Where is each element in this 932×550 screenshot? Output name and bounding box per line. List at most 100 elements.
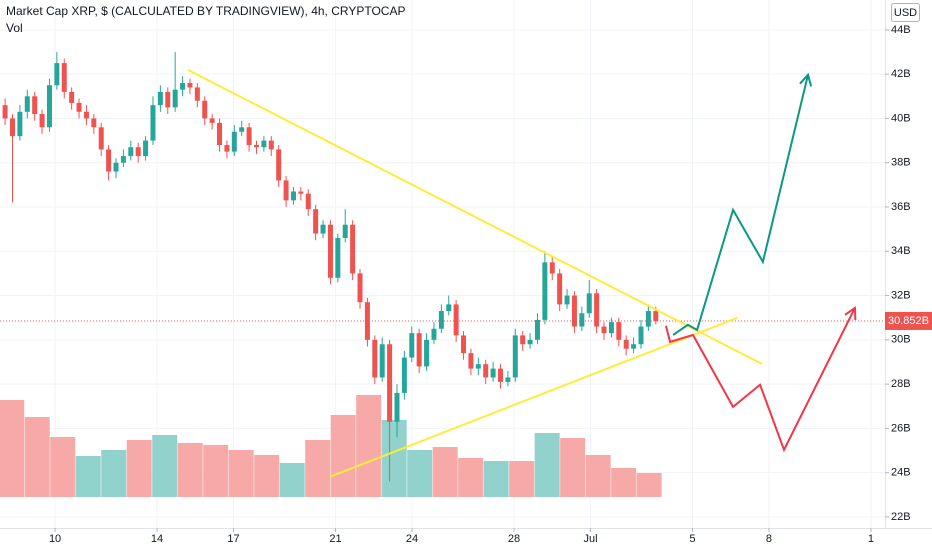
volume-label: Vol [6,21,23,35]
volume-bar [228,450,254,497]
candle-body [327,224,333,278]
currency-button[interactable] [891,3,920,22]
y-tick-label: 38B [891,157,911,169]
volume-bar [509,461,535,497]
candle-body [17,111,23,137]
candle-body [261,140,267,148]
path-arrow [665,307,856,453]
x-tick-label: 8 [766,533,772,545]
candle-body [431,328,437,340]
candle-body [298,191,304,194]
path-arrow [672,74,809,336]
candle-body [461,335,467,354]
candle-body [106,149,112,172]
candle-body [571,295,577,327]
candle-body [276,149,282,181]
candle-body [505,377,511,382]
volume-bar [585,455,611,497]
candle-body [594,293,600,327]
x-tick-label: 5 [689,533,695,545]
volume-bar [458,458,484,497]
volume-bar [330,415,356,497]
candle-body [498,368,504,382]
volume-bar [152,435,178,497]
y-tick-label: 42B [891,68,911,80]
volume-bar [0,400,25,497]
candle-body [313,209,319,234]
volume-bar [381,420,407,497]
candle-body [653,311,659,322]
last-price-box [885,311,932,330]
candle-body [98,127,104,150]
axes: 22B 24B 26B 28B 30B 32B 34B 36B 38B 40B 42B 44B 10 14… [49,24,932,545]
last-price-label: 30.852B [888,315,929,327]
candle-body [9,118,15,137]
candle-body [549,262,555,274]
candle-body [534,319,540,340]
x-tick-label: 21 [329,533,341,545]
volume-bar [534,433,560,497]
candle-body [601,326,607,334]
candle-body [357,273,363,303]
candle-body [623,339,629,349]
candle-body [645,311,651,327]
y-tick-label: 40B [891,112,911,124]
candle-body [557,273,563,305]
candle-body [638,326,644,345]
candle-body [394,392,400,422]
volume-bar [611,468,637,497]
candle-body [527,339,533,345]
volume-bar [50,437,76,497]
drawings [0,69,885,478]
candle-body [91,118,97,128]
candles [2,52,659,482]
candle-body [172,89,178,108]
candle-body [283,180,289,201]
candle-body [290,191,296,201]
candle-body [76,102,82,112]
currency-label[interactable]: USD [894,7,917,19]
candle-body [468,353,474,369]
candle-body [239,127,245,132]
volume-bar [305,440,331,497]
candle-body [542,262,548,320]
candle-body [46,85,52,128]
x-tick-label: Jul [583,533,597,545]
candle-body [446,304,452,312]
candle-body [335,237,341,278]
volume-bar [75,456,101,497]
candle-body [364,302,370,340]
candle-body [32,96,38,115]
candle-body [253,145,259,148]
candle-body [438,311,444,329]
candle-body [350,224,356,274]
volume-bar [636,473,662,497]
candle-body [113,162,119,172]
candle-body [194,87,200,101]
y-tick-label: 22B [891,511,911,523]
y-tick-label: 32B [891,289,911,301]
candle-body [512,335,518,378]
candle-body [217,122,223,146]
candle-body [187,83,193,88]
candle-body [416,333,422,367]
candle-body [246,127,252,146]
x-tick-label: 17 [227,533,239,545]
candle-body [69,91,75,103]
candle-body [520,335,526,345]
y-tick-label: 34B [891,245,911,257]
candle-body [401,357,407,393]
trendline [329,316,738,478]
x-tick-label: 1 [868,533,874,545]
candle-body [120,156,126,163]
x-tick-label: 14 [151,533,163,545]
candle-body [631,344,637,349]
volume-bar [24,417,50,497]
volume-bar [356,395,382,497]
candle-body [305,193,311,210]
candle-body [24,96,30,112]
candle-body [453,304,459,336]
candle-body [231,131,237,152]
candle-body [157,91,163,106]
candle-body [490,368,496,378]
